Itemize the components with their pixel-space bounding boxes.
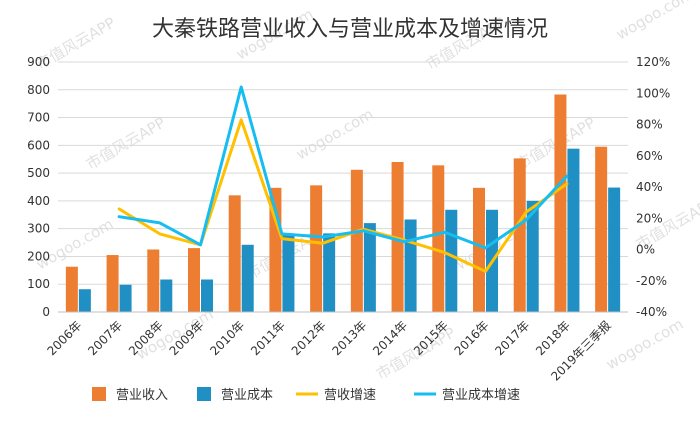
revenue-bar — [595, 146, 608, 312]
watermark-text: wogoo.com — [603, 315, 686, 374]
right-tick-label: 20% — [636, 211, 663, 225]
right-tick-label: 60% — [636, 149, 663, 163]
revenue-bar — [554, 94, 567, 312]
cost-bar — [241, 244, 254, 312]
left-tick-label: 400 — [27, 194, 50, 208]
left-tick-label: 500 — [27, 166, 50, 180]
right-tick-label: 0% — [636, 243, 655, 257]
cost-bar — [567, 148, 580, 312]
revenue-bar — [310, 185, 323, 312]
legend: 营业收入 营业成本 营收增速 营业成本增速 — [92, 387, 520, 403]
x-tick-label: 2012年 — [289, 318, 329, 358]
cost-growth-line — [117, 85, 569, 250]
cost-bar — [282, 234, 295, 312]
cost-bar — [363, 223, 376, 312]
cost-bar — [78, 289, 91, 312]
cost-bar — [526, 200, 539, 312]
left-tick-label: 800 — [27, 83, 50, 97]
x-tick-label: 2010年 — [207, 318, 247, 358]
watermark-text: 市值风云APP — [83, 114, 169, 174]
right-tick-label: -40% — [636, 305, 667, 319]
x-tick-label: 2011年 — [248, 318, 288, 358]
revenue-bar — [350, 169, 363, 312]
right-tick-label: -20% — [636, 274, 667, 288]
revenue-growth-line — [117, 118, 569, 273]
x-tick-label: 2006年 — [44, 318, 84, 358]
revenue-bar — [147, 249, 160, 312]
right-tick-label: 100% — [636, 86, 670, 100]
cost-bar — [404, 219, 417, 312]
legend-label: 营业收入 — [116, 388, 168, 403]
left-tick-label: 200 — [27, 249, 50, 263]
revenue-bar — [188, 248, 200, 312]
legend-label: 营收增速 — [324, 388, 376, 403]
revenue-bar — [65, 266, 78, 312]
gridlines — [58, 61, 628, 313]
x-tick-label: 2013年 — [329, 318, 369, 358]
cost-bar — [119, 284, 132, 312]
legend-swatch — [197, 387, 211, 401]
cost-bar — [608, 187, 621, 312]
cost-bar — [323, 233, 336, 312]
legend-label: 营业成本 — [221, 388, 273, 403]
revenue-bar — [106, 255, 119, 312]
watermark-text: wogoo.com — [293, 105, 376, 164]
x-tick-label: 2017年 — [492, 318, 532, 358]
watermark-text: wogoo.com — [613, 0, 696, 43]
x-axis: 2006年 2007年 2008年 2009年 2010年 2011年 2012年 2013年… — [44, 311, 628, 384]
line-series — [117, 85, 569, 273]
revenue-bar — [228, 195, 241, 312]
cost-bar — [445, 209, 458, 312]
bar-series — [65, 94, 621, 312]
cost-bar — [201, 279, 213, 312]
legend-label: 营业成本增速 — [442, 388, 520, 403]
right-axis: -40% -20% 0% 20% 40% 60% 80% 100% 120% — [636, 55, 670, 319]
cost-bar — [160, 279, 173, 312]
left-tick-label: 100 — [27, 277, 50, 291]
revenue-bar — [513, 158, 526, 312]
right-tick-label: 120% — [636, 55, 670, 69]
left-axis: 0 100 200 300 400 500 600 700 800 900 — [27, 55, 50, 319]
x-tick-label: 2007年 — [85, 318, 125, 358]
revenue-bar — [473, 187, 485, 312]
revenue-bar — [432, 165, 445, 312]
right-tick-label: 40% — [636, 180, 663, 194]
x-tick-label: 2018年 — [533, 318, 573, 358]
left-tick-label: 700 — [27, 111, 50, 125]
legend-swatch — [92, 387, 106, 401]
left-tick-label: 0 — [42, 305, 50, 319]
left-tick-label: 600 — [27, 138, 50, 152]
left-tick-label: 900 — [27, 55, 50, 69]
chart-title: 大秦铁路营业收入与营业成本及增速情况 — [152, 17, 548, 42]
right-tick-label: 80% — [636, 118, 663, 132]
left-tick-label: 300 — [27, 222, 50, 236]
